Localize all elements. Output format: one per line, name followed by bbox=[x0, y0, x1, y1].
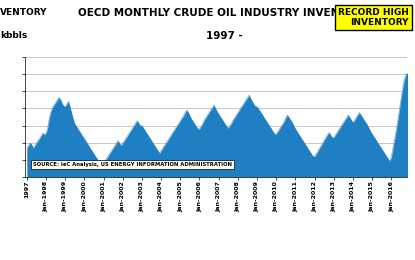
Text: 1997 -: 1997 - bbox=[206, 31, 242, 41]
Text: VENTORY: VENTORY bbox=[0, 8, 47, 17]
Text: SOURCE: IeC Analysis, US ENERGY INFORMATION ADMINISTRATION: SOURCE: IeC Analysis, US ENERGY INFORMAT… bbox=[32, 161, 232, 167]
Text: RECORD HIGH
INVENTORY: RECORD HIGH INVENTORY bbox=[338, 8, 409, 27]
Text: OECD MONTHLY CRUDE OIL INDUSTRY INVENTORY: OECD MONTHLY CRUDE OIL INDUSTRY INVENTOR… bbox=[78, 8, 370, 18]
Text: kbbls: kbbls bbox=[0, 31, 27, 40]
